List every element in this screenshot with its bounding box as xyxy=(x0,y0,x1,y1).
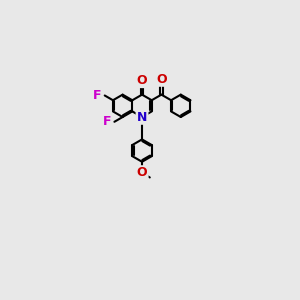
Text: F: F xyxy=(103,115,112,128)
Text: O: O xyxy=(156,73,167,85)
Text: N: N xyxy=(137,110,147,124)
Text: F: F xyxy=(93,89,102,102)
Text: O: O xyxy=(137,167,147,179)
Text: O: O xyxy=(137,74,147,87)
